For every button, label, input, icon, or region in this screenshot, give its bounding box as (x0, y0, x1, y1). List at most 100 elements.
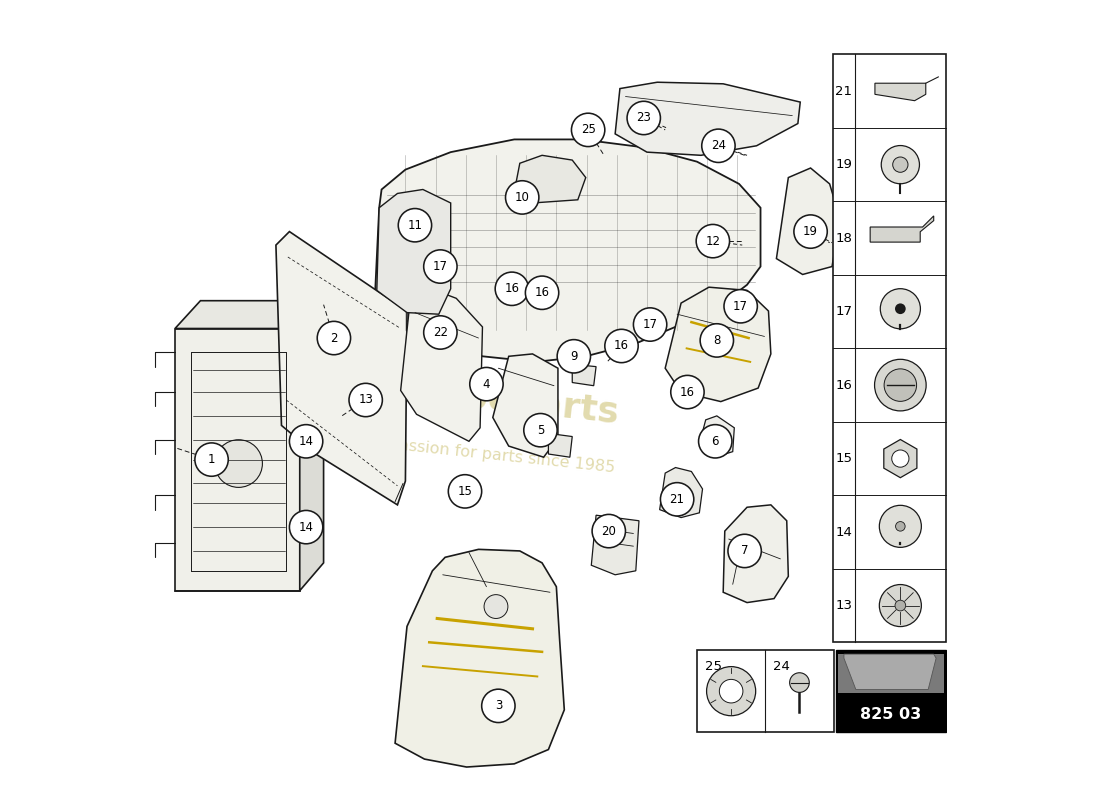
Text: 14: 14 (298, 521, 314, 534)
Polygon shape (870, 216, 934, 242)
Circle shape (572, 114, 605, 146)
Polygon shape (883, 439, 917, 478)
Text: europeparts: europeparts (368, 370, 620, 430)
Text: 13: 13 (835, 599, 852, 612)
FancyBboxPatch shape (697, 650, 834, 732)
Circle shape (424, 250, 458, 283)
Circle shape (698, 425, 732, 458)
Circle shape (892, 450, 909, 467)
Polygon shape (493, 354, 558, 457)
Text: 24: 24 (711, 139, 726, 152)
Polygon shape (844, 654, 936, 690)
Circle shape (289, 510, 322, 544)
Text: 12: 12 (705, 234, 720, 248)
Text: 6: 6 (712, 435, 719, 448)
Circle shape (696, 225, 729, 258)
Text: 16: 16 (535, 286, 550, 299)
Circle shape (424, 316, 458, 349)
Circle shape (317, 322, 351, 354)
Text: 13: 13 (359, 394, 373, 406)
Circle shape (893, 157, 907, 172)
Circle shape (702, 129, 735, 162)
Circle shape (879, 585, 922, 626)
Text: 17: 17 (433, 260, 448, 273)
Polygon shape (777, 168, 840, 274)
Circle shape (724, 290, 757, 323)
Polygon shape (572, 364, 596, 386)
Circle shape (482, 689, 515, 722)
Text: 15: 15 (835, 452, 852, 465)
Polygon shape (175, 301, 323, 329)
Polygon shape (276, 231, 407, 505)
Polygon shape (660, 467, 703, 518)
Polygon shape (592, 515, 639, 574)
Text: 7: 7 (741, 545, 748, 558)
Circle shape (605, 330, 638, 362)
Circle shape (719, 679, 742, 703)
Polygon shape (377, 190, 451, 314)
Text: 16: 16 (505, 282, 519, 295)
Polygon shape (666, 287, 771, 402)
Text: 14: 14 (836, 526, 852, 538)
Circle shape (506, 181, 539, 214)
Text: 16: 16 (680, 386, 695, 398)
Circle shape (895, 522, 905, 531)
Circle shape (706, 666, 756, 716)
Text: 17: 17 (642, 318, 658, 331)
Text: 17: 17 (734, 300, 748, 313)
Circle shape (592, 514, 626, 548)
Circle shape (660, 482, 694, 516)
Polygon shape (549, 434, 572, 457)
Circle shape (495, 272, 529, 306)
Text: 19: 19 (836, 158, 852, 171)
Polygon shape (700, 416, 735, 457)
Text: 17: 17 (835, 305, 852, 318)
Polygon shape (375, 139, 760, 362)
Circle shape (895, 600, 905, 611)
Circle shape (349, 383, 383, 417)
Circle shape (449, 474, 482, 508)
Text: 21: 21 (670, 493, 684, 506)
Circle shape (558, 340, 591, 373)
Text: 21: 21 (835, 85, 852, 98)
Text: 825 03: 825 03 (860, 706, 922, 722)
FancyBboxPatch shape (837, 654, 944, 693)
Text: 3: 3 (495, 699, 502, 712)
Text: 24: 24 (773, 660, 790, 673)
Circle shape (195, 443, 229, 476)
Text: 16: 16 (836, 378, 852, 392)
Text: 2: 2 (330, 331, 338, 345)
Text: 25: 25 (705, 660, 722, 673)
Circle shape (484, 594, 508, 618)
Circle shape (895, 303, 905, 314)
Polygon shape (723, 505, 789, 602)
Text: 4: 4 (483, 378, 491, 390)
Circle shape (728, 534, 761, 568)
Circle shape (398, 209, 431, 242)
FancyBboxPatch shape (833, 54, 946, 642)
FancyBboxPatch shape (836, 650, 946, 732)
Circle shape (790, 673, 810, 692)
Circle shape (671, 375, 704, 409)
Circle shape (884, 369, 916, 402)
Circle shape (289, 425, 322, 458)
Text: 16: 16 (614, 339, 629, 353)
Circle shape (524, 414, 557, 447)
Circle shape (701, 324, 734, 357)
Circle shape (634, 308, 667, 342)
Circle shape (214, 440, 263, 487)
Circle shape (879, 506, 922, 547)
Polygon shape (395, 550, 564, 767)
Text: 15: 15 (458, 485, 472, 498)
Circle shape (874, 359, 926, 411)
Text: 23: 23 (636, 111, 651, 125)
Text: 10: 10 (515, 191, 529, 204)
Circle shape (627, 102, 660, 134)
Text: 19: 19 (803, 225, 818, 238)
Text: 11: 11 (407, 218, 422, 232)
Polygon shape (400, 287, 483, 442)
Text: 8: 8 (713, 334, 721, 347)
Text: 25: 25 (581, 123, 595, 136)
Circle shape (526, 276, 559, 310)
Text: a passion for parts since 1985: a passion for parts since 1985 (373, 435, 616, 476)
